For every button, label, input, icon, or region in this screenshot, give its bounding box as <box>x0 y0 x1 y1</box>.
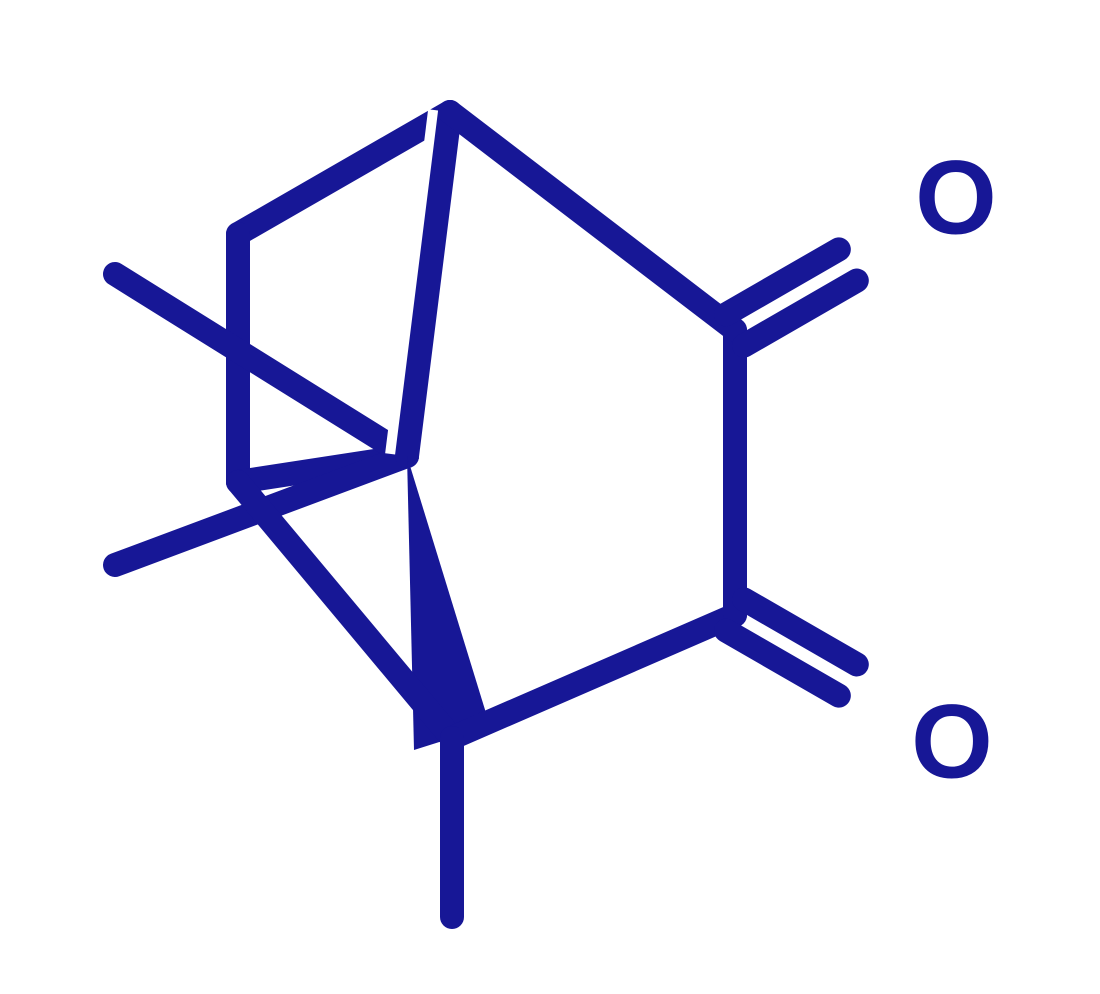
molecule-diagram: OO <box>0 0 1100 994</box>
atom-label-O: O <box>915 140 997 257</box>
atom-label-O: O <box>911 684 993 801</box>
bridge-bond <box>407 112 450 456</box>
bonds-front <box>238 112 735 917</box>
atom-labels: OO <box>911 140 997 801</box>
